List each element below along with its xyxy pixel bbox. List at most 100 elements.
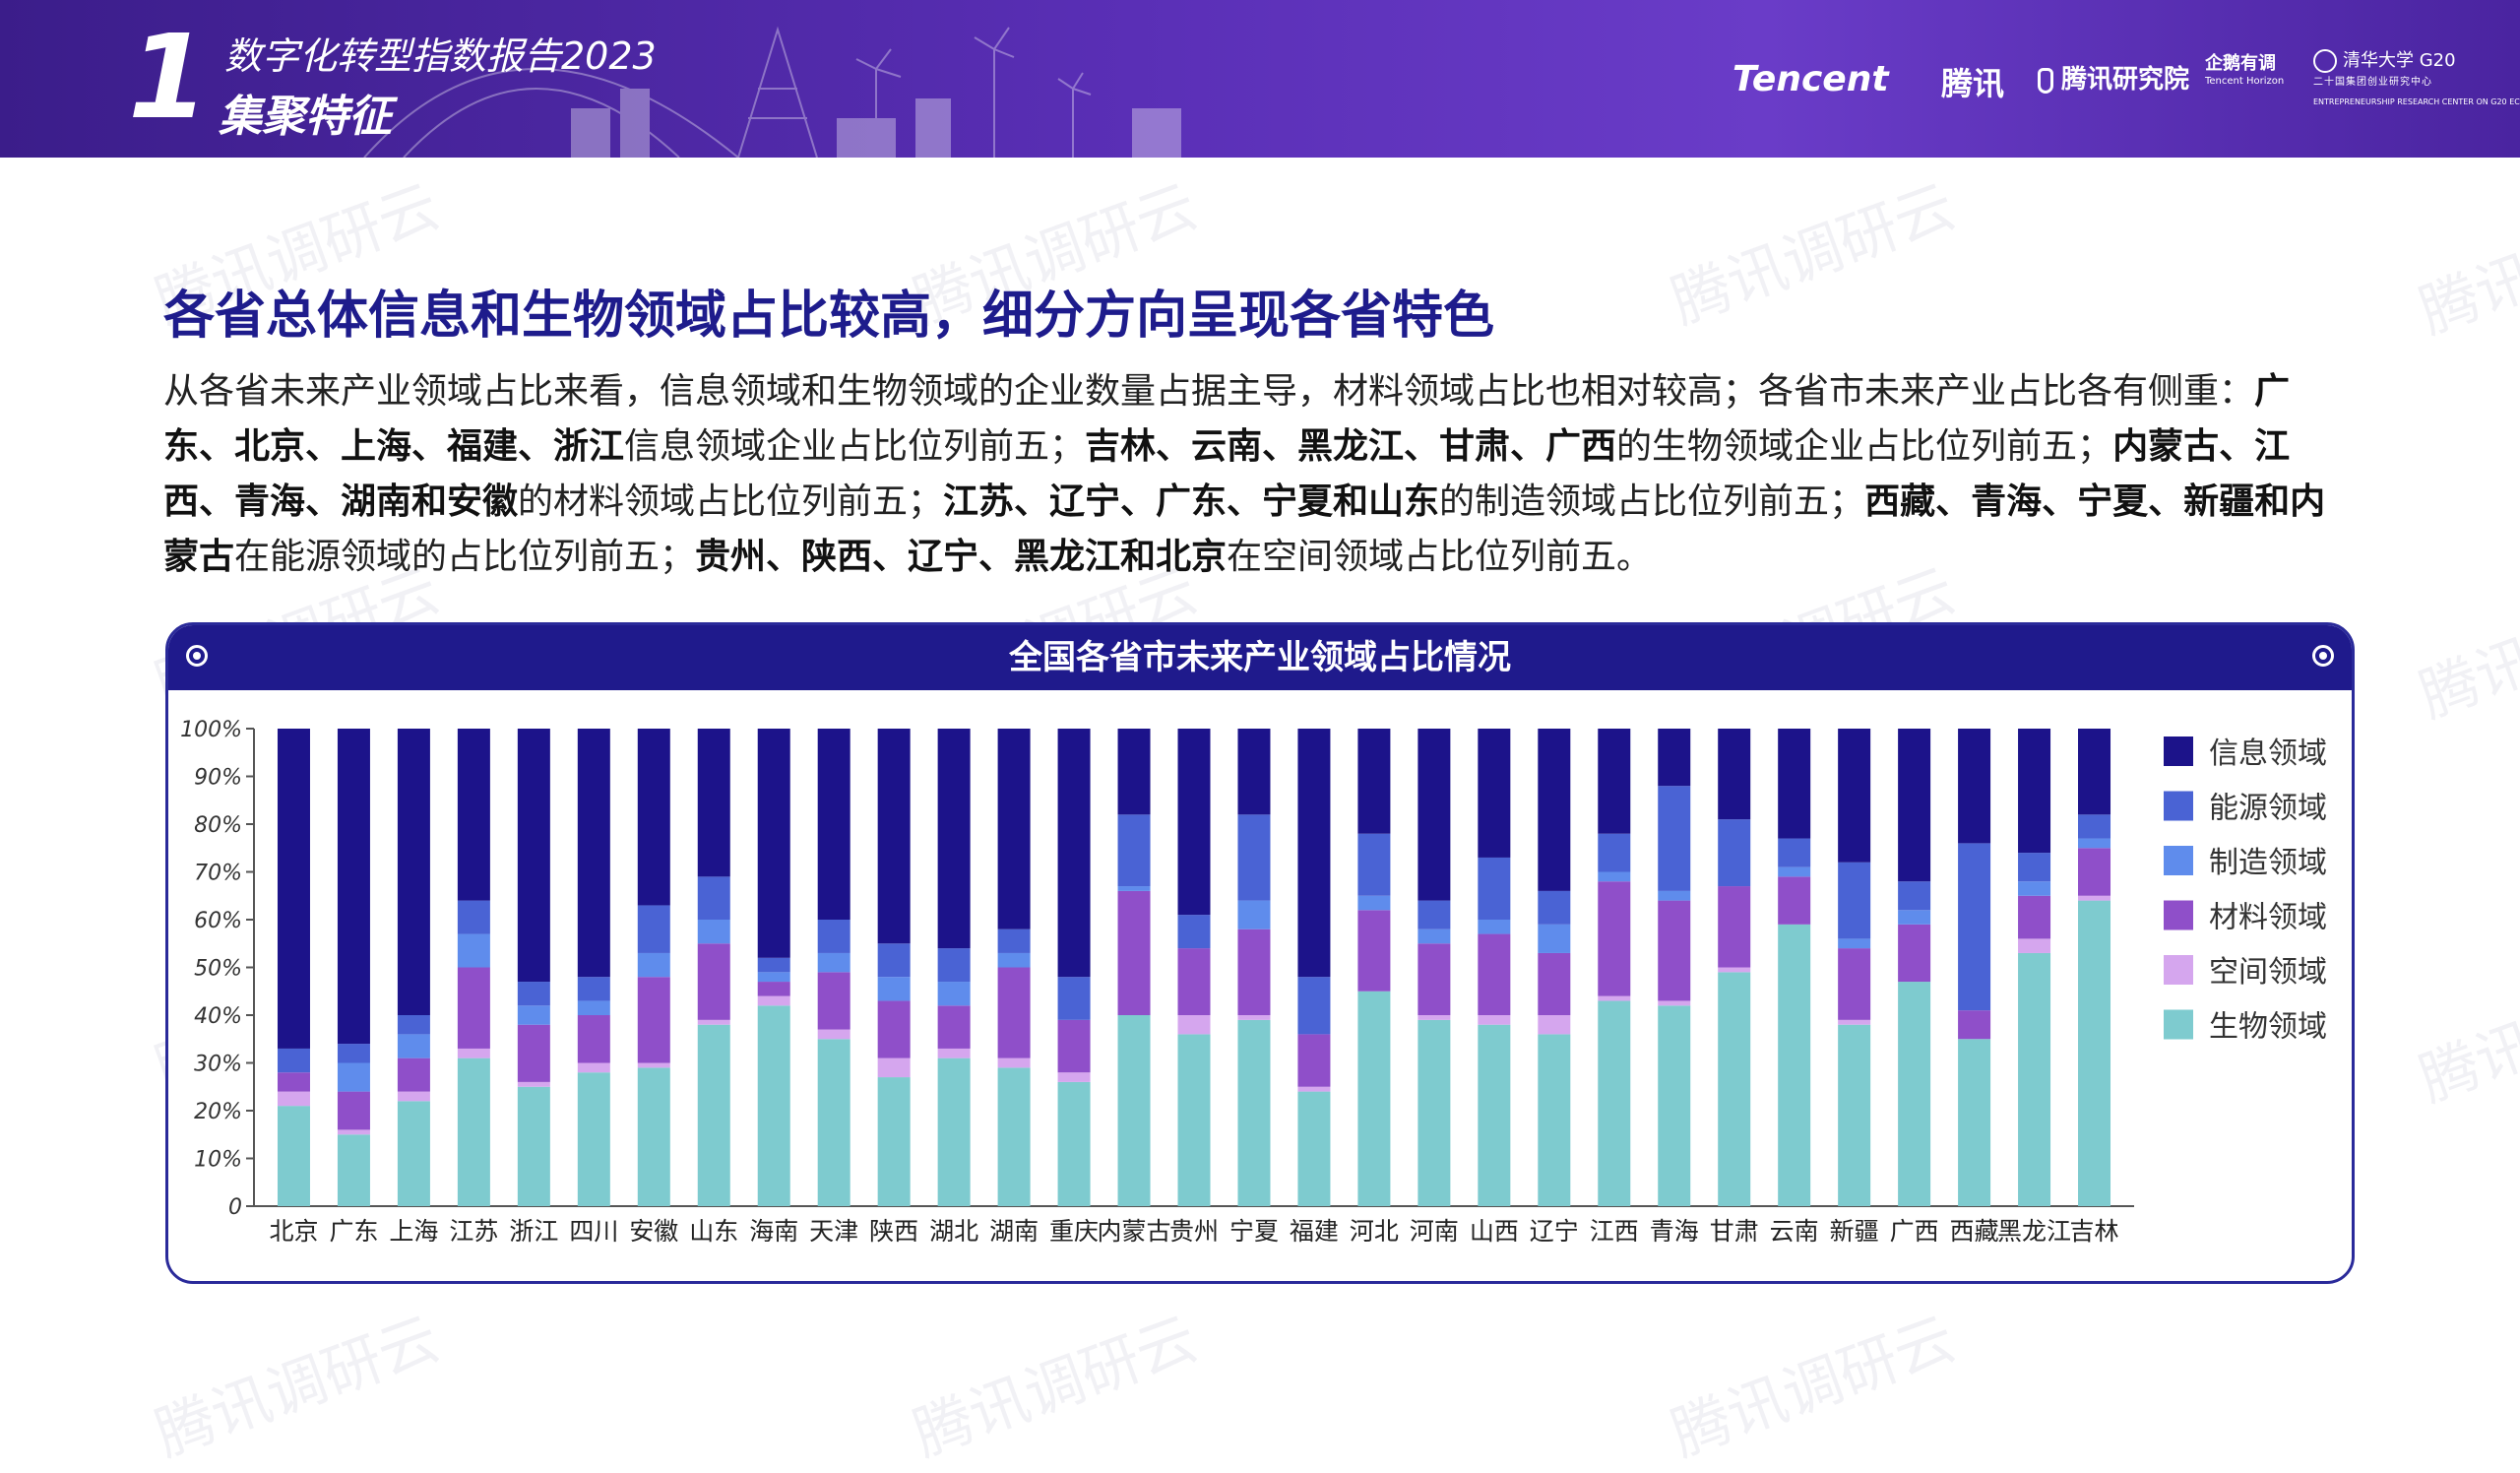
- legend-swatch: [2164, 955, 2193, 985]
- x-tick-label: 青海: [1650, 1217, 1699, 1246]
- x-tick-label: 湖南: [989, 1217, 1039, 1246]
- x-tick-label: 安徽: [629, 1217, 678, 1246]
- bar-segment: [1538, 890, 1571, 925]
- bar-segment: [1057, 1019, 1091, 1073]
- bar-segment: [1658, 729, 1691, 787]
- bar-segment: [457, 933, 490, 968]
- x-tick-label: 云南: [1770, 1217, 1819, 1246]
- tencent-institute-logo: 腾讯研究院: [2038, 59, 2189, 96]
- bar-segment: [1778, 729, 1811, 839]
- bar-segment: [1898, 924, 1931, 983]
- bar-segment: [277, 1106, 310, 1206]
- chart-panel-header: [168, 625, 2352, 690]
- bar-segment: [937, 948, 971, 983]
- x-tick-label: 湖北: [929, 1217, 978, 1246]
- bar-segment: [1838, 948, 1871, 1020]
- bar-segment: [1117, 729, 1151, 815]
- bar-segment: [2078, 729, 2111, 815]
- bar-segment: [337, 1129, 370, 1135]
- target-icon: [186, 645, 208, 667]
- bar-segment: [1297, 729, 1331, 978]
- x-tick-label: 新疆: [1830, 1217, 1879, 1246]
- bar-segment: [1357, 991, 1391, 1206]
- bar-segment: [277, 729, 310, 1049]
- bar-segment: [1117, 890, 1151, 1015]
- penguin-icon: [2038, 67, 2053, 94]
- bar-segment: [1718, 967, 1751, 973]
- y-tick-label: 10%: [194, 1148, 242, 1173]
- x-tick-label: 天津: [809, 1217, 858, 1246]
- report-title: 数字化转型指数报告2023: [224, 34, 657, 78]
- bar-segment: [517, 1005, 550, 1025]
- bar-segment: [1718, 729, 1751, 820]
- y-tick-label: 0: [228, 1195, 242, 1220]
- bar-segment: [1177, 729, 1211, 916]
- bar-segment: [1538, 729, 1571, 891]
- bar-segment: [1057, 977, 1091, 1020]
- bar-segment: [277, 1048, 310, 1073]
- bar-segment: [2078, 895, 2111, 901]
- bar-segment: [457, 900, 490, 934]
- bar-segment: [1658, 1005, 1691, 1206]
- bar-segment: [1357, 910, 1391, 992]
- bar-segment: [1778, 924, 1811, 1206]
- watermark: 腾讯调研云: [2410, 949, 2520, 1116]
- bar-segment: [1838, 1024, 1871, 1206]
- bar-segment: [1418, 929, 1451, 944]
- bar-segment: [2018, 938, 2051, 953]
- x-tick-label: 宁夏: [1229, 1217, 1279, 1246]
- bar-segment: [277, 1091, 310, 1107]
- x-tick-label: 陕西: [869, 1217, 918, 1246]
- y-tick-label: 90%: [194, 766, 242, 791]
- legend-swatch: [2164, 900, 2193, 930]
- watermark: 腾讯调研云: [1662, 171, 1964, 338]
- bar-segment: [577, 1072, 610, 1206]
- bar-segment: [637, 905, 670, 953]
- bar-segment: [2078, 838, 2111, 849]
- bar-segment: [1057, 1081, 1091, 1206]
- bar-segment: [697, 943, 730, 1020]
- bar-segment: [1297, 1086, 1331, 1092]
- page-header: 1 数字化转型指数报告2023 集聚特征 Tencent 腾讯 腾讯研究院 企鹅…: [0, 0, 2520, 158]
- bar-segment: [2078, 848, 2111, 896]
- legend-label: 能源领域: [2209, 792, 2327, 826]
- bar-segment: [1237, 1015, 1271, 1020]
- headline: 各省总体信息和生物领域占比较高，细分方向呈现各省特色: [163, 287, 1495, 346]
- bar-segment: [877, 943, 911, 978]
- bar-segment: [1177, 948, 1211, 1015]
- x-tick-label: 山东: [689, 1217, 738, 1246]
- bar-segment: [937, 729, 971, 949]
- bar-segment: [817, 972, 850, 1030]
- x-tick-label: 北京: [269, 1217, 318, 1246]
- bar-segment: [577, 729, 610, 978]
- x-tick-label: 广东: [329, 1217, 378, 1246]
- bar-segment: [2018, 881, 2051, 896]
- bar-segment: [517, 1024, 550, 1082]
- x-tick-label: 黑龙江: [1997, 1217, 2071, 1246]
- bar-segment: [997, 729, 1031, 929]
- bar-segment: [1958, 843, 1991, 1011]
- x-tick-label: 广西: [1890, 1217, 1939, 1246]
- bar-segment: [337, 1134, 370, 1206]
- description-paragraph: 从各省未来产业领域占比来看，信息领域和生物领域的企业数量占据主导，材料领域占比也…: [163, 364, 2361, 585]
- bar-segment: [757, 972, 790, 983]
- bar-segment: [577, 1000, 610, 1015]
- x-tick-label: 浙江: [509, 1217, 558, 1246]
- bar-segment: [397, 1101, 430, 1206]
- highlight-provinces: 贵州、陕西、辽宁、黑龙江和北京: [695, 537, 1228, 577]
- bar-segment: [1778, 876, 1811, 925]
- brand-logos: Tencent 腾讯 腾讯研究院 企鹅有调 Tencent Horizon 清华大…: [1732, 49, 2520, 108]
- x-tick-label: 山西: [1470, 1217, 1519, 1246]
- bar-segment: [1598, 729, 1631, 834]
- section-title: 集聚特征: [219, 92, 392, 142]
- bar-segment: [577, 977, 610, 1001]
- tsinghua-g20-logo: 清华大学 G20 二十国集团创业研究中心 ENTREPRENEURSHIP RE…: [2313, 49, 2520, 106]
- x-tick-label: 辽宁: [1530, 1217, 1579, 1246]
- bar-segment: [757, 957, 790, 973]
- bar-segment: [997, 929, 1031, 953]
- x-tick-label: 吉林: [2070, 1217, 2119, 1246]
- bar-segment: [1057, 729, 1091, 978]
- bar-segment: [1538, 952, 1571, 1015]
- bar-segment: [1297, 1091, 1331, 1206]
- bar-segment: [2078, 814, 2111, 839]
